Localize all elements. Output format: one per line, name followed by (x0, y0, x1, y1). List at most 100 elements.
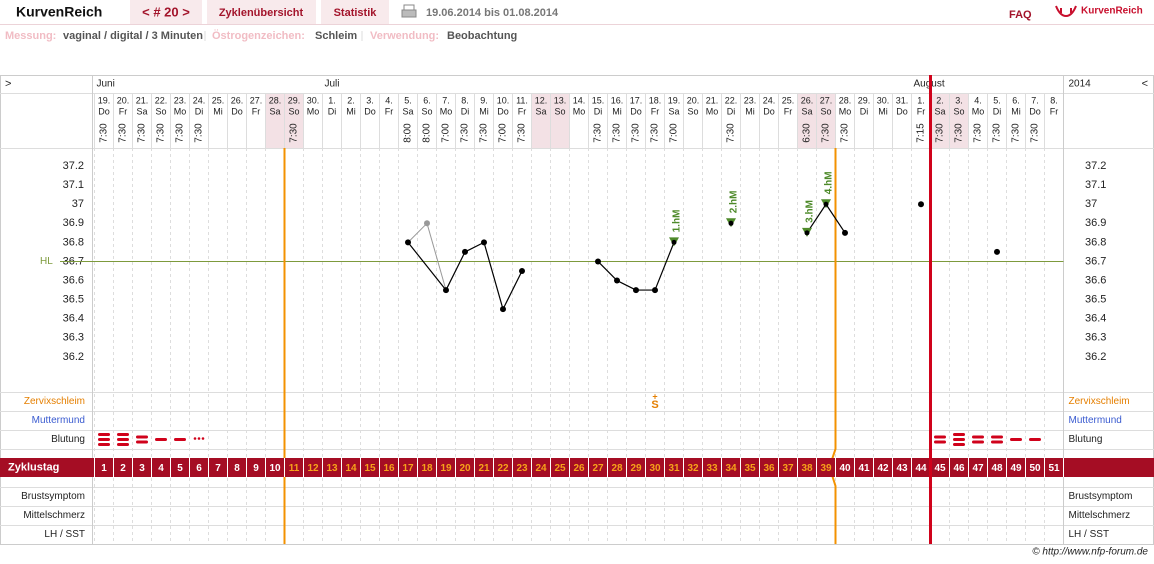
row-label: Blutung (51, 434, 85, 445)
day-weekday: Do (1029, 106, 1041, 116)
day-weekday: Mo (174, 106, 187, 116)
high-mark-label: 4.hM (824, 171, 835, 194)
day-date: 26. (231, 95, 244, 105)
y-tick-label: 37 (1085, 198, 1097, 210)
day-date: 17. (630, 95, 643, 105)
temperature-line (502, 270, 523, 310)
day-date: 27. (250, 95, 263, 105)
cycle-nav[interactable]: < # 20 > (142, 4, 190, 19)
bleeding-mark (98, 438, 110, 441)
cycle-day-bar (0, 458, 1154, 477)
measure-time: 7:00 (669, 123, 680, 143)
excluded-connector (407, 222, 428, 243)
day-weekday: Mo (440, 106, 453, 116)
mucus-modifier: + (652, 391, 657, 401)
y-tick-label: 36.5 (63, 294, 84, 306)
cover-line-label: HL (40, 256, 53, 267)
temperature-line (825, 203, 846, 234)
y-tick-label: 36.9 (1085, 217, 1106, 229)
faq-link[interactable]: FAQ (1009, 9, 1032, 21)
cycle-day-number: 43 (896, 463, 908, 474)
cycle-day-number: 27 (592, 463, 604, 474)
tab[interactable]: Zyklenübersicht (219, 7, 304, 19)
day-weekday: Fr (784, 106, 793, 116)
measure-time: 7:30 (118, 123, 129, 143)
day-date: 22. (725, 95, 738, 105)
day-date: 30. (877, 95, 890, 105)
day-weekday: Fr (651, 106, 660, 116)
day-weekday: Fr (252, 106, 261, 116)
day-weekday: Mo (839, 106, 852, 116)
temperature-point (481, 239, 487, 246)
row-label: Brustsymptom (1069, 491, 1133, 502)
day-weekday: Do (896, 106, 908, 116)
bleeding-mark (174, 438, 186, 441)
cycle-day-number: 48 (991, 463, 1003, 474)
day-date: 31. (896, 95, 909, 105)
y-tick-label: 37 (72, 198, 84, 210)
day-weekday: Sa (269, 106, 280, 116)
day-weekday: Mi (346, 106, 356, 116)
y-tick-label: 36.2 (63, 351, 84, 363)
day-weekday: Fr (1050, 106, 1059, 116)
day-weekday: So (687, 106, 698, 116)
temperature-line (654, 242, 675, 291)
temperature-point (652, 287, 658, 294)
temperature-point (614, 277, 620, 284)
day-date: 6. (1012, 95, 1020, 105)
day-weekday: So (953, 106, 964, 116)
day-weekday: Mi (1011, 106, 1021, 116)
row-label: Blutung (1069, 434, 1103, 445)
day-date: 18. (649, 95, 662, 105)
temperature-point (804, 230, 810, 236)
cycle-day-number: 13 (326, 463, 338, 474)
temperature-line (616, 280, 637, 291)
day-weekday: Do (630, 106, 642, 116)
measure-time: 7:30 (935, 123, 946, 143)
spotting-mark (193, 437, 197, 440)
nav-arrow[interactable]: > (5, 78, 11, 90)
tab-bg (207, 0, 316, 24)
day-date: 7. (1031, 95, 1039, 105)
cycle-day-number: 17 (402, 463, 414, 474)
measure-time: 7:30 (194, 123, 205, 143)
brand[interactable]: KurvenReich (16, 4, 102, 20)
tab[interactable]: Statistik (334, 7, 378, 19)
day-weekday: Fr (518, 106, 527, 116)
day-date: 7. (442, 95, 450, 105)
temperature-point (823, 201, 829, 207)
excluded-point (424, 220, 430, 227)
nav-arrow[interactable]: < (1142, 78, 1148, 90)
day-date: 21. (706, 95, 719, 105)
measure-time: 6:30 (802, 123, 813, 143)
print-icon-paper (403, 4, 415, 11)
print-icon-body (401, 9, 417, 18)
cycle-day-number: 46 (953, 463, 965, 474)
temperature-point (519, 268, 525, 274)
bleeding-mark (1029, 438, 1041, 441)
day-weekday: Di (195, 106, 204, 116)
logo-text[interactable]: KurvenReich (1081, 6, 1143, 17)
y-tick-label: 36.8 (63, 236, 84, 248)
print-icon[interactable] (401, 4, 417, 18)
bleeding-mark (953, 443, 965, 446)
info-label: Verwendung: (370, 30, 439, 42)
cycle-day-number: 9 (253, 463, 259, 474)
spotting-mark (197, 437, 201, 440)
high-mark-label: 1.hM (672, 210, 683, 233)
shaded-day (949, 93, 969, 148)
day-date: 2. (347, 95, 355, 105)
cycle-day-number: 7 (215, 463, 221, 474)
cycle-day-number: 34 (725, 463, 737, 474)
measure-time: 7:30 (175, 123, 186, 143)
cycle-day-number: 18 (421, 463, 433, 474)
day-weekday: Mi (878, 106, 888, 116)
measure-time: 7:15 (916, 123, 927, 143)
cycle-day-number: 26 (573, 463, 585, 474)
bleeding-mark (934, 435, 946, 439)
day-date: 10. (497, 95, 510, 105)
cycle-day-number: 23 (516, 463, 528, 474)
day-date: 25. (782, 95, 795, 105)
day-date: 12. (535, 95, 548, 105)
